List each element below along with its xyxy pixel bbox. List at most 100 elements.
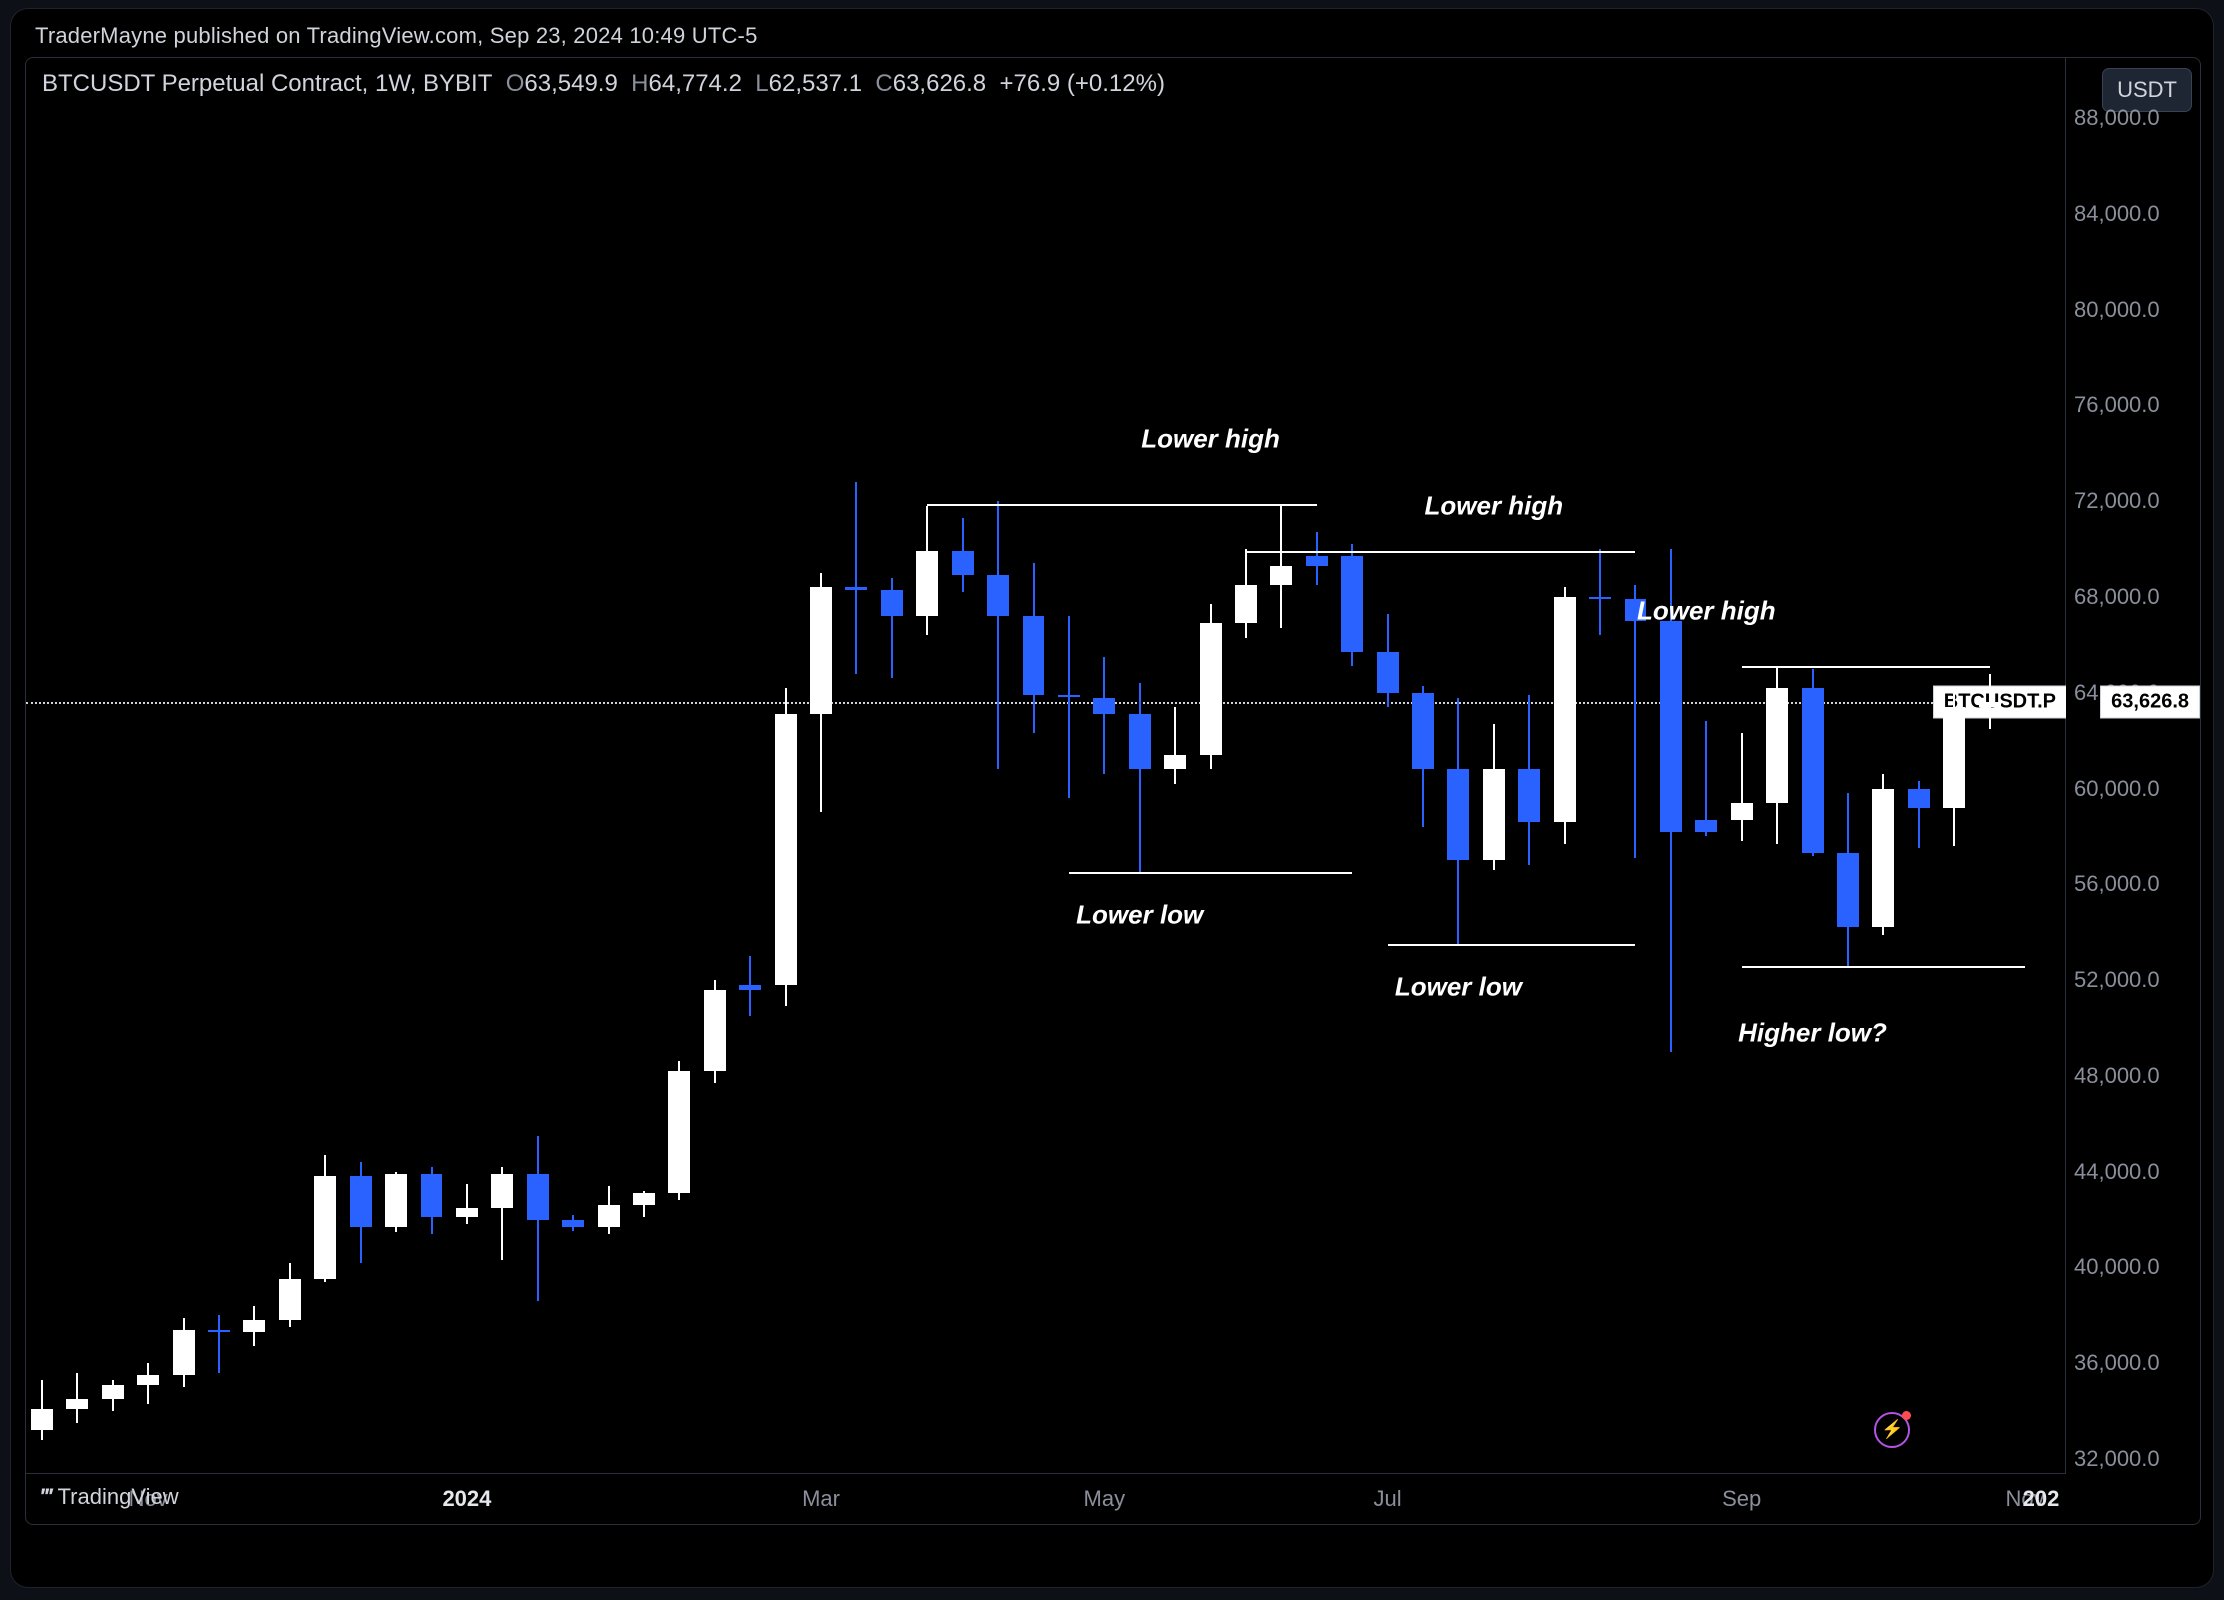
y-axis-tick: 80,000.0 <box>2074 297 2160 323</box>
candle-body <box>1837 853 1859 927</box>
candle-body <box>1341 556 1363 652</box>
candle-body <box>952 551 974 575</box>
candle-body <box>1164 755 1186 769</box>
y-axis-tick: 84,000.0 <box>2074 201 2160 227</box>
chart-annotation: Lower low <box>1395 972 1522 1003</box>
ohlc-open: 63,549.9 <box>524 70 617 97</box>
candle-body <box>562 1220 584 1227</box>
candle-wick <box>1174 707 1176 784</box>
annotation-line <box>1246 551 1636 553</box>
candle-body <box>1447 769 1469 860</box>
candle-body <box>456 1208 478 1218</box>
candle-wick <box>76 1373 78 1423</box>
tv-logo-icon: ‴ <box>42 1484 50 1510</box>
y-axis-tick: 40,000.0 <box>2074 1254 2160 1280</box>
candle-wick <box>1103 657 1105 774</box>
candle-body <box>633 1193 655 1205</box>
candle-body <box>1731 803 1753 820</box>
candle-body <box>1695 820 1717 832</box>
candle-body <box>739 985 761 990</box>
plot-area[interactable]: BTCUSDT Perpetual Contract, 1W, BYBIT O6… <box>26 58 2066 1474</box>
candle-body <box>385 1174 407 1227</box>
y-axis-tick: 56,000.0 <box>2074 871 2160 897</box>
candle-body <box>1483 769 1505 860</box>
candle-body <box>1660 621 1682 832</box>
y-axis-tick: 60,000.0 <box>2074 776 2160 802</box>
candle-body <box>1200 623 1222 755</box>
candle-wick <box>466 1184 468 1225</box>
chart-annotation: Lower high <box>1637 596 1776 627</box>
ohlc-change: +76.9 (+0.12%) <box>1000 70 1165 97</box>
tv-logo-text: TradingView <box>58 1484 179 1510</box>
candle-body <box>102 1385 124 1399</box>
y-axis-tick: 68,000.0 <box>2074 584 2160 610</box>
candle-body <box>810 587 832 714</box>
candle-wick <box>1989 674 1991 729</box>
chart-frame: TraderMayne published on TradingView.com… <box>10 8 2214 1588</box>
candle-body <box>704 990 726 1071</box>
attribution-text: TraderMayne published on TradingView.com… <box>35 23 758 49</box>
candle-body <box>881 590 903 616</box>
x-axis: Nov2024MarMayJulSepNov202 <box>26 1472 2066 1524</box>
x-axis-tick: 2024 <box>442 1486 491 1512</box>
symbol-info-bar: BTCUSDT Perpetual Contract, 1W, BYBIT O6… <box>42 70 1165 98</box>
candle-body <box>1129 714 1151 769</box>
x-axis-tick: Sep <box>1722 1486 1761 1512</box>
tradingview-logo[interactable]: ‴ TradingView <box>42 1484 179 1510</box>
candle-body <box>421 1174 443 1217</box>
candle-body <box>668 1071 690 1193</box>
x-axis-tick: May <box>1084 1486 1126 1512</box>
annotation-line <box>1742 966 2025 968</box>
y-axis-tick: 48,000.0 <box>2074 1063 2160 1089</box>
candle-body <box>1377 652 1399 693</box>
last-price-line <box>26 702 2065 704</box>
candle-body <box>243 1320 265 1332</box>
annotation-line <box>927 504 1317 506</box>
candle-body <box>1802 688 1824 853</box>
candle-body <box>66 1399 88 1409</box>
candle-body <box>845 587 867 589</box>
candle-body <box>1093 698 1115 715</box>
y-axis-tick: 88,000.0 <box>2074 105 2160 131</box>
candle-body <box>31 1409 53 1431</box>
candle-body <box>137 1375 159 1385</box>
chart-annotation: Higher low? <box>1738 1017 1887 1048</box>
candle-body <box>775 714 797 985</box>
candle-body <box>1306 556 1328 566</box>
candle-wick <box>1139 683 1141 872</box>
candle-body <box>1023 616 1045 695</box>
x-axis-tick: 202 <box>2023 1486 2060 1512</box>
candle-body <box>1589 597 1611 599</box>
candle-body <box>1270 566 1292 585</box>
y-axis-tick: 72,000.0 <box>2074 488 2160 514</box>
ohlc-low: 62,537.1 <box>769 70 862 97</box>
candle-body <box>1235 585 1257 623</box>
candle-body <box>1766 688 1788 803</box>
candle-wick <box>1068 616 1070 798</box>
candle-body <box>987 575 1009 616</box>
candle-body <box>208 1330 230 1332</box>
candle-wick <box>997 501 999 769</box>
candle-body <box>916 551 938 616</box>
candle-wick <box>855 482 857 674</box>
candle-body <box>1058 695 1080 697</box>
y-axis-tick: 36,000.0 <box>2074 1350 2160 1376</box>
y-axis-tick: 52,000.0 <box>2074 967 2160 993</box>
x-axis-tick: Jul <box>1374 1486 1402 1512</box>
y-axis-tick: 76,000.0 <box>2074 392 2160 418</box>
alert-icon[interactable] <box>1874 1412 1910 1448</box>
y-axis-tick: 32,000.0 <box>2074 1446 2160 1472</box>
chart-annotation: Lower high <box>1141 423 1280 454</box>
symbol-name: BTCUSDT Perpetual Contract, 1W, BYBIT <box>42 70 492 97</box>
candle-wick <box>218 1315 220 1372</box>
candle-body <box>1872 789 1894 928</box>
ohlc-close: 63,626.8 <box>893 70 986 97</box>
annotation-line <box>1388 944 1636 946</box>
candle-wick <box>1599 549 1601 635</box>
ohlc-high: 64,774.2 <box>649 70 742 97</box>
candle-body <box>491 1174 513 1208</box>
candle-body <box>279 1279 301 1320</box>
annotation-line <box>1069 872 1352 874</box>
candle-body <box>1412 693 1434 770</box>
candle-body <box>314 1176 336 1279</box>
